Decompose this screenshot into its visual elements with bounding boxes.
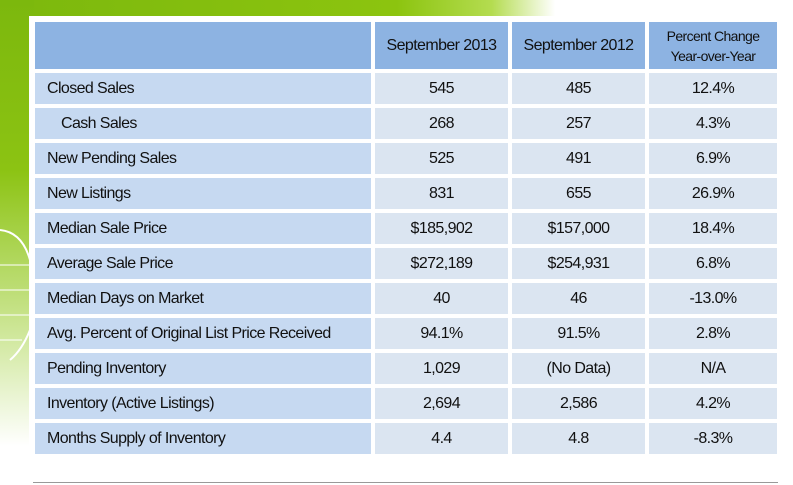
value-sep-2013: 94.1% [375, 318, 508, 349]
header-percent-change-line2: Year-over-Year [670, 47, 756, 64]
table-row: Avg. Percent of Original List Price Rece… [35, 318, 777, 349]
value-sep-2012: (No Data) [512, 353, 645, 384]
value-sep-2012: 655 [512, 178, 645, 209]
value-sep-2012: 46 [512, 283, 645, 314]
row-label: Inventory (Active Listings) [35, 388, 371, 419]
table-row: New Listings 831 655 26.9% [35, 178, 777, 209]
value-sep-2013: 2,694 [375, 388, 508, 419]
table-row: Inventory (Active Listings) 2,694 2,586 4.2… [35, 388, 777, 419]
row-label: Pending Inventory [35, 353, 371, 384]
value-sep-2013: 525 [375, 143, 508, 174]
value-percent-change: 6.9% [649, 143, 777, 174]
header-percent-change-line1: Percent Change [666, 27, 760, 44]
value-sep-2013: $272,189 [375, 248, 508, 279]
row-label: Closed Sales [35, 73, 371, 104]
table-row: New Pending Sales 525 491 6.9% [35, 143, 777, 174]
row-label: Median Days on Market [35, 283, 371, 314]
header-percent-change: Percent Change Year-over-Year [649, 22, 777, 69]
row-label: Avg. Percent of Original List Price Rece… [35, 318, 371, 349]
header-blank [35, 22, 371, 69]
row-label: New Listings [35, 178, 371, 209]
background-gradient-top [0, 0, 793, 20]
header-sep-2012: September 2012 [512, 22, 645, 69]
market-stats-table: September 2013 September 2012 Percent Ch… [31, 18, 781, 458]
value-sep-2013: 545 [375, 73, 508, 104]
value-sep-2012: 257 [512, 108, 645, 139]
row-label: Months Supply of Inventory [35, 423, 371, 454]
value-percent-change: N/A [649, 353, 777, 384]
header-sep-2013: September 2013 [375, 22, 508, 69]
value-percent-change: 12.4% [649, 73, 777, 104]
table-row: Median Sale Price $185,902 $157,000 18.4% [35, 213, 777, 244]
table-row: Average Sale Price $272,189 $254,931 6.8% [35, 248, 777, 279]
value-sep-2012: $254,931 [512, 248, 645, 279]
bottom-divider [33, 482, 778, 483]
value-sep-2012: 491 [512, 143, 645, 174]
value-percent-change: 4.2% [649, 388, 777, 419]
table-row: Closed Sales 545 485 12.4% [35, 73, 777, 104]
value-percent-change: -13.0% [649, 283, 777, 314]
table-header-row: September 2013 September 2012 Percent Ch… [35, 22, 777, 69]
row-label: New Pending Sales [35, 143, 371, 174]
value-sep-2013: $185,902 [375, 213, 508, 244]
value-percent-change: -8.3% [649, 423, 777, 454]
value-percent-change: 4.3% [649, 108, 777, 139]
row-label: Median Sale Price [35, 213, 371, 244]
background-gradient-left [0, 0, 34, 485]
table-row: Pending Inventory 1,029 (No Data) N/A [35, 353, 777, 384]
table-row: Months Supply of Inventory 4.4 4.8 -8.3% [35, 423, 777, 454]
value-percent-change: 2.8% [649, 318, 777, 349]
value-sep-2013: 40 [375, 283, 508, 314]
row-label: Average Sale Price [35, 248, 371, 279]
value-sep-2013: 268 [375, 108, 508, 139]
value-percent-change: 18.4% [649, 213, 777, 244]
table-row: Cash Sales 268 257 4.3% [35, 108, 777, 139]
value-sep-2012: 485 [512, 73, 645, 104]
value-sep-2013: 831 [375, 178, 508, 209]
value-percent-change: 6.8% [649, 248, 777, 279]
value-percent-change: 26.9% [649, 178, 777, 209]
table-row: Median Days on Market 40 46 -13.0% [35, 283, 777, 314]
value-sep-2013: 4.4 [375, 423, 508, 454]
value-sep-2012: 2,586 [512, 388, 645, 419]
value-sep-2012: $157,000 [512, 213, 645, 244]
value-sep-2013: 1,029 [375, 353, 508, 384]
value-sep-2012: 91.5% [512, 318, 645, 349]
row-label: Cash Sales [35, 108, 371, 139]
value-sep-2012: 4.8 [512, 423, 645, 454]
